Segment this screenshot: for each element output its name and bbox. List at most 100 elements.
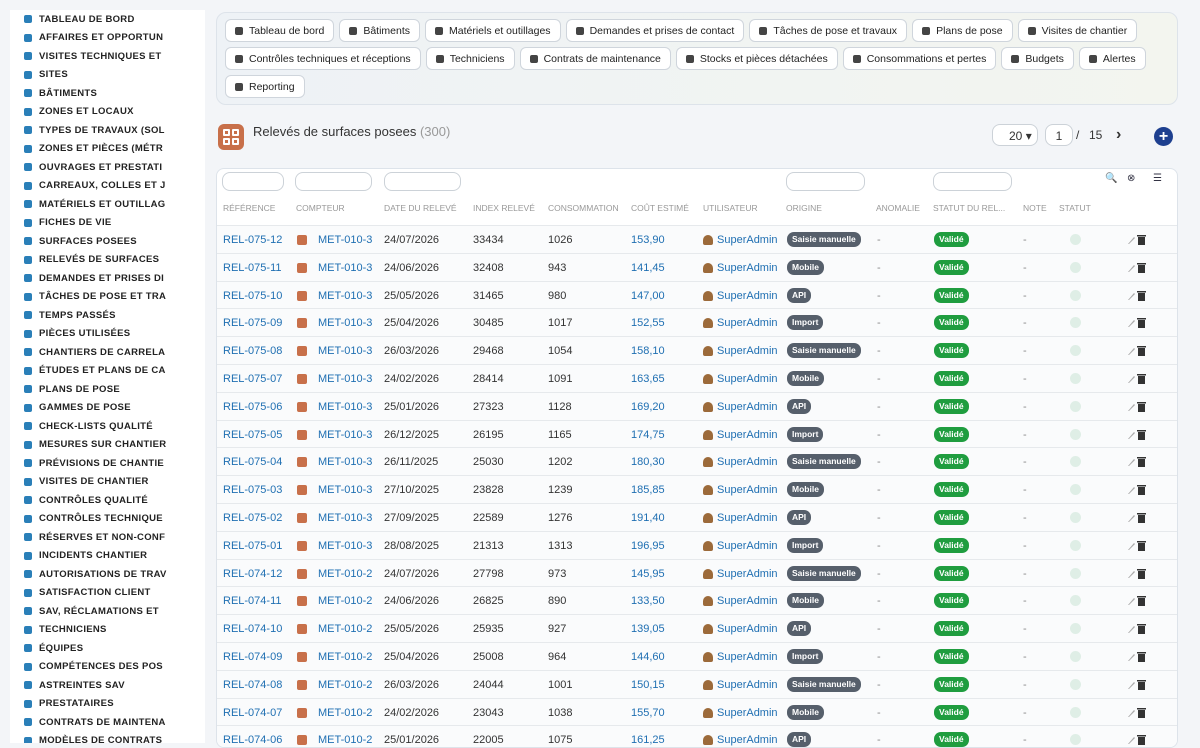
sidebar-item[interactable]: ZONES ET PIÈCES (MÉTR xyxy=(10,141,205,157)
user-link[interactable]: SuperAdmin xyxy=(717,373,778,385)
action-icons[interactable] xyxy=(1127,429,1147,440)
row-actions[interactable] xyxy=(1127,568,1147,579)
sidebar-item[interactable]: SAV, RÉCLAMATIONS ET xyxy=(10,603,205,619)
row-actions[interactable] xyxy=(1127,512,1147,523)
sidebar-item[interactable]: CONTRÔLES TECHNIQUE xyxy=(10,511,205,527)
tab[interactable]: Contrôles techniques et réceptions xyxy=(225,47,421,70)
meter-link[interactable]: MET-010-2 xyxy=(318,651,373,663)
toolbar-icon[interactable]: ⊗ xyxy=(1127,173,1136,184)
page-input[interactable]: 1 xyxy=(1045,124,1073,146)
row-actions[interactable] xyxy=(1127,317,1147,329)
action-icons[interactable] xyxy=(1127,484,1147,496)
meter-link[interactable]: MET-010-3 xyxy=(318,345,373,358)
reference-link[interactable]: REL-074-11 xyxy=(223,595,282,608)
next-page[interactable]: › xyxy=(1116,126,1122,143)
sidebar-item[interactable]: TEMPS PASSÉS xyxy=(10,307,205,323)
tab[interactable]: Matériels et outillages xyxy=(425,19,561,42)
sidebar-item[interactable]: INCIDENTS CHANTIER xyxy=(10,548,205,564)
action-icons[interactable] xyxy=(1127,595,1147,607)
sidebar-item[interactable]: ZONES ET LOCAUX xyxy=(10,104,205,120)
row-actions[interactable] xyxy=(1127,429,1147,440)
reference-link[interactable]: REL-075-08 xyxy=(223,345,283,358)
row-actions[interactable] xyxy=(1127,345,1147,357)
action-icons[interactable] xyxy=(1127,345,1147,357)
sidebar-item[interactable]: CARREAUX, COLLES ET J xyxy=(10,178,205,194)
tab[interactable]: Demandes et prises de contact xyxy=(565,19,745,42)
row-actions[interactable] xyxy=(1127,679,1147,690)
toolbar-icon[interactable]: 🔍 xyxy=(1105,173,1118,184)
action-icons[interactable] xyxy=(1127,401,1147,412)
user-link[interactable]: SuperAdmin xyxy=(717,706,778,719)
reference-link[interactable]: REL-075-12 xyxy=(223,234,283,246)
user-link[interactable]: SuperAdmin xyxy=(717,623,778,636)
sidebar-item[interactable]: MESURES SUR CHANTIER xyxy=(10,437,205,453)
action-icons[interactable] xyxy=(1127,290,1147,301)
reference-link[interactable]: REL-075-09 xyxy=(223,317,283,330)
tab[interactable]: Alertes xyxy=(1078,47,1146,70)
toolbar-icon[interactable]: ☰ xyxy=(1153,173,1162,184)
action-icons[interactable] xyxy=(1127,651,1147,662)
action-icons[interactable] xyxy=(1127,734,1147,746)
reference-link[interactable]: REL-075-01 xyxy=(223,539,283,552)
meter-link[interactable]: MET-010-3 xyxy=(318,289,373,302)
tab[interactable]: Stocks et pièces détachées xyxy=(675,47,838,70)
sidebar-item[interactable]: PRÉVISIONS DE CHANTIE xyxy=(10,455,205,471)
sidebar-item[interactable]: RELEVÉS DE SURFACES xyxy=(10,252,205,268)
meter-link[interactable]: MET-010-3 xyxy=(318,373,373,385)
user-link[interactable]: SuperAdmin xyxy=(717,400,778,413)
column-filter[interactable] xyxy=(384,172,461,191)
tab[interactable]: Contrats de maintenance xyxy=(519,47,671,70)
meter-link[interactable]: MET-010-3 xyxy=(318,428,373,441)
sidebar-item[interactable]: PIÈCES UTILISÉES xyxy=(10,326,205,342)
sidebar-item[interactable]: VISITES DE CHANTIER xyxy=(10,474,205,490)
user-link[interactable]: SuperAdmin xyxy=(717,512,778,524)
meter-link[interactable]: MET-010-2 xyxy=(318,567,373,580)
sidebar-item[interactable]: GAMMES DE POSE xyxy=(10,400,205,416)
user-link[interactable]: SuperAdmin xyxy=(717,567,778,580)
action-icons[interactable] xyxy=(1127,512,1147,523)
action-icons[interactable] xyxy=(1127,623,1147,635)
column-filter[interactable] xyxy=(222,172,284,191)
row-actions[interactable] xyxy=(1127,707,1147,718)
meter-link[interactable]: MET-010-2 xyxy=(318,678,373,691)
tab[interactable]: Techniciens xyxy=(425,47,515,70)
action-icons[interactable] xyxy=(1127,568,1147,579)
sidebar-item[interactable]: BÂTIMENTS xyxy=(10,85,205,101)
tab[interactable]: Visites de chantier xyxy=(1017,19,1138,42)
sidebar-item[interactable]: AFFAIRES ET OPPORTUN xyxy=(10,30,205,46)
row-actions[interactable] xyxy=(1127,623,1147,635)
sidebar-item[interactable]: TÂCHES DE POSE ET TRA xyxy=(10,289,205,305)
row-actions[interactable] xyxy=(1127,262,1147,273)
tab[interactable]: Tableau de bord xyxy=(225,19,335,42)
action-icons[interactable] xyxy=(1127,679,1147,690)
reference-link[interactable]: REL-075-05 xyxy=(223,428,283,441)
reference-link[interactable]: REL-075-07 xyxy=(223,373,283,385)
sidebar-item[interactable]: TECHNICIENS xyxy=(10,622,205,638)
action-icons[interactable] xyxy=(1127,262,1147,273)
user-link[interactable]: SuperAdmin xyxy=(717,234,778,246)
add-button[interactable]: + xyxy=(1154,127,1173,146)
meter-link[interactable]: MET-010-3 xyxy=(318,400,373,413)
sidebar-item[interactable]: SURFACES POSEES xyxy=(10,233,205,249)
sidebar-item[interactable]: AUTORISATIONS DE TRAV xyxy=(10,566,205,582)
sidebar-item[interactable]: TYPES DE TRAVAUX (SOL xyxy=(10,122,205,138)
reference-link[interactable]: REL-075-06 xyxy=(223,400,283,413)
sidebar-item[interactable]: COMPÉTENCES DES POS xyxy=(10,659,205,675)
row-actions[interactable] xyxy=(1127,290,1147,301)
user-link[interactable]: SuperAdmin xyxy=(717,289,778,302)
page-size[interactable]: 20 ▾ xyxy=(992,124,1038,146)
action-icons[interactable] xyxy=(1127,540,1147,551)
meter-link[interactable]: MET-010-2 xyxy=(318,623,373,636)
meter-link[interactable]: MET-010-3 xyxy=(318,512,373,524)
sidebar-item[interactable]: FICHES DE VIE xyxy=(10,215,205,231)
row-actions[interactable] xyxy=(1127,373,1147,384)
action-icons[interactable] xyxy=(1127,373,1147,384)
column-filter[interactable] xyxy=(933,172,1012,191)
sidebar-item[interactable]: TABLEAU DE BORD xyxy=(10,11,205,27)
sidebar-item[interactable]: CONTRÔLES QUALITÉ xyxy=(10,492,205,508)
meter-link[interactable]: MET-010-3 xyxy=(318,539,373,552)
user-link[interactable]: SuperAdmin xyxy=(717,317,778,330)
meter-link[interactable]: MET-010-3 xyxy=(318,484,373,497)
reference-link[interactable]: REL-075-02 xyxy=(223,512,283,524)
sidebar-item[interactable]: SITES xyxy=(10,67,205,83)
